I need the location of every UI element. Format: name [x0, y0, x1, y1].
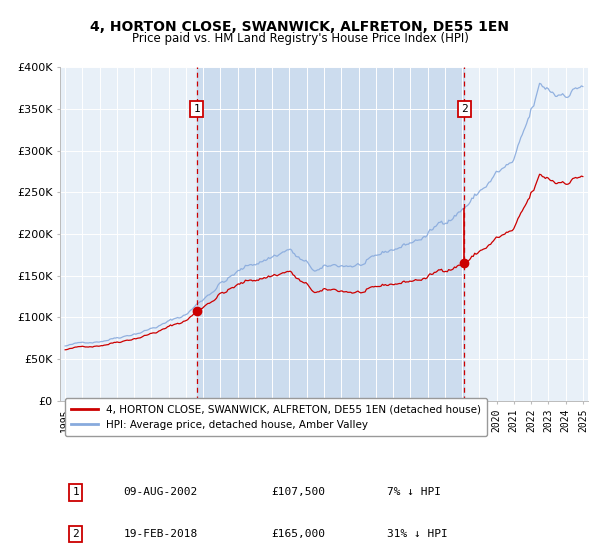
Text: 19-FEB-2018: 19-FEB-2018 [124, 529, 197, 539]
Text: 7% ↓ HPI: 7% ↓ HPI [388, 488, 442, 497]
Text: 09-AUG-2002: 09-AUG-2002 [124, 488, 197, 497]
Text: £107,500: £107,500 [271, 488, 325, 497]
Text: 31% ↓ HPI: 31% ↓ HPI [388, 529, 448, 539]
Text: 1: 1 [193, 104, 200, 114]
Text: 2: 2 [461, 104, 467, 114]
Text: 1: 1 [73, 488, 79, 497]
Text: 2: 2 [73, 529, 79, 539]
Bar [197, 67, 464, 400]
Text: £165,000: £165,000 [271, 529, 325, 539]
Text: Price paid vs. HM Land Registry's House Price Index (HPI): Price paid vs. HM Land Registry's House … [131, 32, 469, 45]
Legend: 4, HORTON CLOSE, SWANWICK, ALFRETON, DE55 1EN (detached house), HPI: Average pri: 4, HORTON CLOSE, SWANWICK, ALFRETON, DE5… [65, 398, 487, 436]
Text: 4, HORTON CLOSE, SWANWICK, ALFRETON, DE55 1EN: 4, HORTON CLOSE, SWANWICK, ALFRETON, DE5… [91, 20, 509, 34]
